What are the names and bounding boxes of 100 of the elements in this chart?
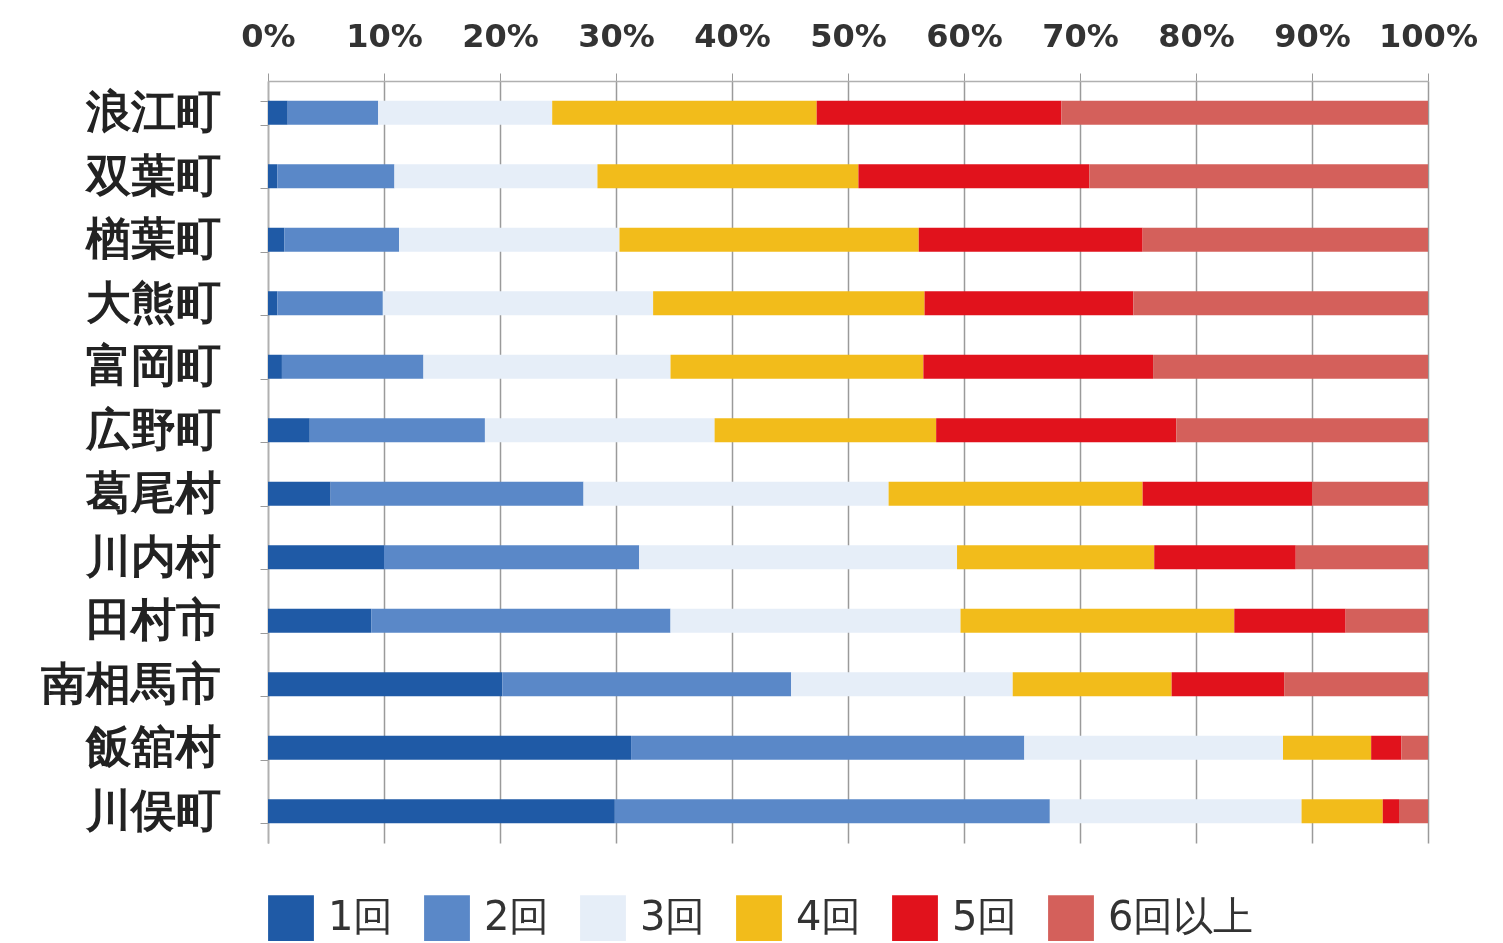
bar [888,481,1143,506]
y-tick-label: 富岡町 [85,339,221,393]
bar [423,354,671,379]
bar [1283,735,1372,760]
bar [268,227,285,252]
bar [924,291,1134,316]
bar [484,418,715,443]
x-tick-label: 10% [346,16,423,55]
bar [791,672,1013,697]
bar [552,100,817,125]
x-tick-label: 90% [1274,16,1351,55]
bar [1371,735,1402,760]
bar [1234,608,1346,633]
bar [619,227,919,252]
bar [1061,100,1428,125]
legend-label: 2回 [484,893,550,940]
bar [371,608,671,633]
bar [378,100,553,125]
legend-label: 3回 [640,893,706,940]
bar [1049,799,1302,824]
bar [923,354,1154,379]
x-tick-label: 40% [694,16,771,55]
bar [384,545,640,570]
bar [268,608,372,633]
bar [1012,672,1172,697]
bar [1401,735,1428,760]
bar [281,354,424,379]
bar [583,481,889,506]
x-tick-label: 0% [241,16,296,55]
bar [1171,672,1285,697]
y-tick-label: 南相馬市 [40,656,221,710]
bar [1312,481,1428,506]
bar [268,672,503,697]
bar [639,545,958,570]
bar [1089,164,1428,189]
bar [1399,799,1428,824]
x-tick-label: 100% [1379,16,1478,55]
bar [918,227,1143,252]
bar [631,735,1025,760]
x-tick-label: 20% [462,16,539,55]
bar [1345,608,1428,633]
legend-label: 5回 [952,893,1018,940]
bar [268,291,278,316]
bar [268,354,282,379]
bar [399,227,620,252]
x-tick-label: 80% [1158,16,1235,55]
bar [653,291,925,316]
bar [714,418,937,443]
bar [309,418,485,443]
x-tick-label: 30% [578,16,655,55]
bar [268,735,632,760]
y-tick-label: 楢葉町 [84,212,221,266]
bar [670,608,961,633]
bar [394,164,598,189]
bar [1133,291,1428,316]
bar [382,291,654,316]
bar [1024,735,1283,760]
legend-label: 1回 [328,893,394,940]
x-tick-label: 50% [810,16,887,55]
bar [287,100,379,125]
bar [268,545,384,570]
bar [1154,545,1296,570]
legend-label: 4回 [796,893,862,940]
bar [957,545,1155,570]
x-tick-label: 60% [926,16,1003,55]
bar [1142,227,1428,252]
y-tick-label: 田村市 [85,593,221,647]
bar [858,164,1090,189]
legend-label: 6回以上 [1108,893,1254,940]
bar [284,227,400,252]
bar [277,164,395,189]
y-tick-label: 飯舘村 [84,720,221,774]
bar [268,481,331,506]
y-tick-label: 浪江町 [84,85,221,139]
bar [597,164,859,189]
bar [277,291,383,316]
y-tick-label: 広野町 [84,402,221,456]
bar [268,100,288,125]
bar [1284,672,1428,697]
bar [960,608,1235,633]
bar [614,799,1050,824]
bar [268,164,278,189]
bar [1142,481,1312,506]
bar [502,672,792,697]
y-tick-label: 大熊町 [85,275,221,329]
bar [1382,799,1399,824]
y-tick-label: 双葉町 [83,148,221,202]
bar [268,418,310,443]
bar [268,799,615,824]
bar [1176,418,1428,443]
bar [330,481,584,506]
bar [1301,799,1383,824]
x-tick-label: 70% [1042,16,1119,55]
y-tick-label: 川俣町 [84,783,221,837]
y-tick-label: 川内村 [84,529,221,583]
bar [1295,545,1428,570]
bar [816,100,1062,125]
bar [936,418,1177,443]
bar [1153,354,1428,379]
bar [670,354,924,379]
